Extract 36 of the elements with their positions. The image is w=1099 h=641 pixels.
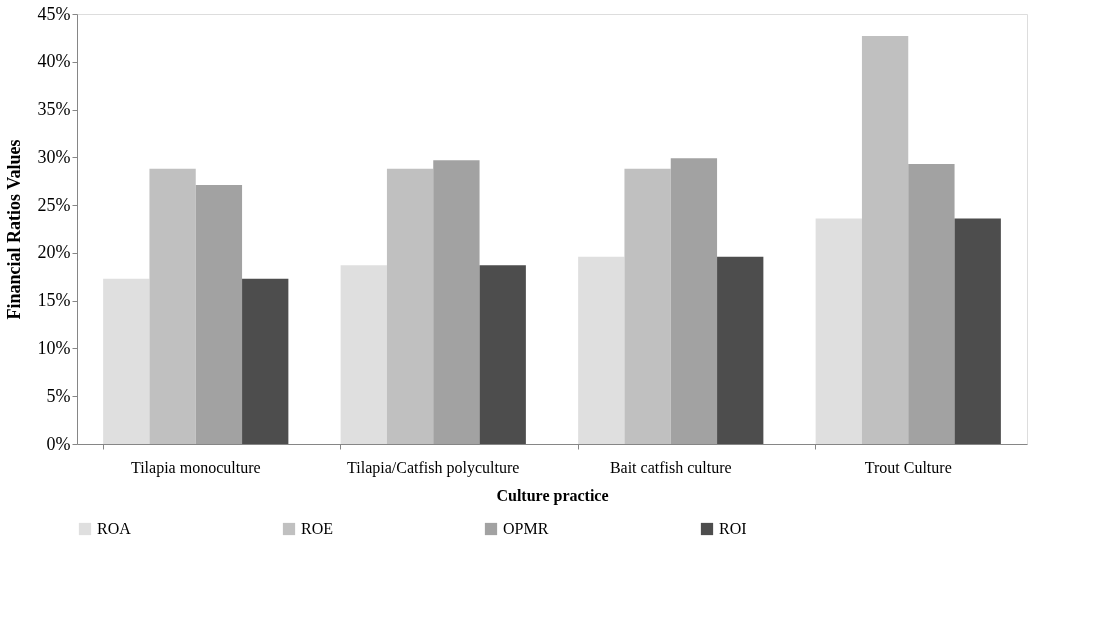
bar [386, 168, 434, 444]
bar [340, 265, 387, 444]
bar [717, 256, 764, 444]
x-tick-label: Bait catfish culture [609, 458, 732, 476]
y-axis-title: Financial Ratios Values [3, 139, 24, 320]
y-tick-label: 30% [37, 146, 71, 167]
bar [479, 265, 526, 444]
x-tick-label: Tilapia monoculture [130, 458, 261, 477]
y-tick-label: 35% [37, 99, 71, 120]
bar [861, 35, 909, 444]
bar [149, 168, 196, 444]
legend-label: OPMR [503, 520, 549, 537]
bar [242, 278, 289, 444]
bar [815, 218, 862, 444]
bar [624, 168, 671, 444]
y-tick-label: 15% [37, 290, 71, 311]
bar [908, 164, 955, 444]
y-tick-label: 10% [37, 337, 71, 358]
bar [578, 256, 625, 444]
bar [954, 218, 1001, 444]
y-tick-label: 25% [37, 194, 71, 215]
legend-label: ROE [301, 520, 333, 537]
x-tick-label: Trout Culture [864, 458, 952, 476]
y-tick-label: 40% [37, 51, 71, 72]
bar [195, 185, 243, 444]
x-axis-title: Culture practice [496, 486, 609, 505]
y-tick-label: 45% [37, 3, 71, 24]
bar [670, 158, 718, 444]
legend-label: ROA [97, 520, 132, 537]
legend-label: ROI [719, 520, 747, 537]
y-tick-label: 0% [46, 433, 71, 454]
bar [433, 160, 480, 444]
y-tick-label: 5% [46, 385, 71, 406]
y-tick-label: 20% [37, 242, 71, 263]
bar [103, 278, 150, 444]
x-tick-label: Tilapia/Catfish polyculture [347, 458, 520, 477]
